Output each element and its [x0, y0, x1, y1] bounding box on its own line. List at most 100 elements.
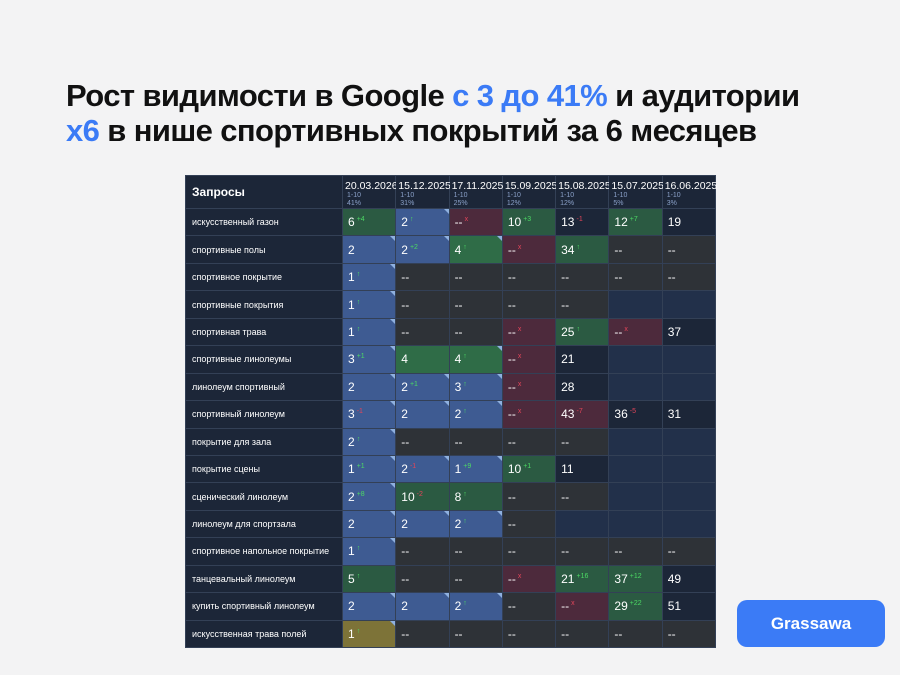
position-cell[interactable]: 34 ↑ — [555, 235, 610, 264]
position-cell[interactable]: 2 — [341, 372, 397, 402]
position-cell[interactable]: -- — [501, 482, 557, 511]
position-cell[interactable] — [661, 372, 717, 402]
position-cell[interactable]: 51 — [661, 592, 717, 621]
position-cell[interactable]: -- — [661, 262, 717, 292]
date-column-header[interactable]: 20.03.2026 1-10 41% — [341, 175, 398, 209]
date-column-header[interactable]: 15.12.2025 1-10 31% — [395, 175, 451, 209]
position-cell[interactable]: 3 ↑ — [448, 372, 503, 402]
position-cell[interactable]: 2 — [341, 509, 397, 539]
position-cell[interactable]: 2 -1 — [395, 454, 450, 484]
position-cell[interactable]: -- — [395, 262, 450, 292]
position-cell[interactable]: 31 — [661, 400, 717, 429]
position-cell[interactable]: -- — [555, 619, 610, 649]
position-cell[interactable]: 4 ↑ — [448, 235, 503, 264]
position-cell[interactable]: 3 +1 — [341, 345, 397, 374]
position-cell[interactable]: 2 ↑ — [448, 400, 503, 429]
position-cell[interactable]: 8 ↑ — [448, 482, 503, 511]
position-cell[interactable]: 1 +1 — [341, 454, 397, 484]
position-cell[interactable]: 1 ↑ — [341, 317, 397, 347]
position-cell[interactable]: -- x — [608, 317, 663, 347]
date-column-header[interactable]: 15.07.2025 1-10 5% — [608, 175, 664, 209]
position-cell[interactable]: -- — [448, 537, 503, 566]
position-cell[interactable] — [661, 509, 717, 539]
position-cell[interactable]: -- — [395, 564, 450, 594]
position-cell[interactable]: -- — [555, 482, 610, 511]
position-cell[interactable]: -- — [501, 509, 557, 539]
position-cell[interactable] — [608, 372, 663, 402]
position-cell[interactable]: 49 — [661, 564, 717, 594]
position-cell[interactable]: 25 ↑ — [555, 317, 610, 347]
position-cell[interactable]: -- — [395, 537, 450, 566]
position-cell[interactable]: -- — [448, 317, 503, 347]
position-cell[interactable]: -- — [448, 619, 503, 649]
position-cell[interactable]: -- — [555, 290, 610, 319]
position-cell[interactable]: -- — [661, 619, 717, 649]
position-cell[interactable]: 12 +7 — [608, 207, 663, 237]
date-column-header[interactable]: 15.09.2025 1-10 12% — [501, 175, 557, 209]
position-cell[interactable]: -- — [555, 537, 610, 566]
position-cell[interactable]: 1 +9 — [448, 454, 503, 484]
position-cell[interactable]: -- — [661, 235, 717, 264]
position-cell[interactable]: -- x — [501, 372, 557, 402]
date-column-header[interactable]: 16.06.2025 1-10 3% — [661, 175, 717, 209]
position-cell[interactable]: 2 +1 — [395, 372, 450, 402]
position-cell[interactable]: -- — [501, 290, 557, 319]
position-cell[interactable]: -- — [501, 619, 557, 649]
position-cell[interactable]: -- x — [501, 317, 557, 347]
position-cell[interactable]: 1 ↑ — [341, 619, 397, 649]
position-cell[interactable]: 19 — [661, 207, 717, 237]
position-cell[interactable] — [661, 454, 717, 484]
position-cell[interactable]: 1 ↑ — [341, 290, 397, 319]
position-cell[interactable]: -- x — [501, 235, 557, 264]
position-cell[interactable]: -- — [501, 592, 557, 621]
position-cell[interactable]: -- — [448, 290, 503, 319]
position-cell[interactable]: 2 ↑ — [448, 592, 503, 621]
position-cell[interactable] — [555, 509, 610, 539]
position-cell[interactable]: 1 ↑ — [341, 262, 397, 292]
position-cell[interactable]: 2 — [341, 235, 397, 264]
position-cell[interactable]: -- — [608, 537, 663, 566]
position-cell[interactable]: 4 ↑ — [448, 345, 503, 374]
position-cell[interactable]: 37 +12 — [608, 564, 663, 594]
position-cell[interactable]: 11 — [555, 454, 610, 484]
position-cell[interactable]: -- x — [501, 400, 557, 429]
position-cell[interactable]: -- — [555, 262, 610, 292]
position-cell[interactable]: -- — [608, 619, 663, 649]
position-cell[interactable]: 2 +2 — [395, 235, 450, 264]
position-cell[interactable]: -- — [501, 427, 557, 456]
position-cell[interactable]: -- — [608, 262, 663, 292]
position-cell[interactable]: 2 — [341, 592, 397, 621]
position-cell[interactable]: 2 — [395, 592, 450, 621]
position-cell[interactable]: 36 -5 — [608, 400, 663, 429]
position-cell[interactable]: 2 — [395, 509, 450, 539]
position-cell[interactable]: 10 +3 — [501, 207, 557, 237]
position-cell[interactable]: 10 -2 — [395, 482, 450, 511]
position-cell[interactable]: -- — [661, 537, 717, 566]
position-cell[interactable] — [608, 482, 663, 511]
position-cell[interactable]: -- — [448, 262, 503, 292]
position-cell[interactable] — [608, 290, 663, 319]
position-cell[interactable] — [608, 427, 663, 456]
position-cell[interactable]: -- — [555, 427, 610, 456]
position-cell[interactable]: 3 -1 — [341, 400, 397, 429]
position-cell[interactable] — [608, 454, 663, 484]
position-cell[interactable]: 13 -1 — [555, 207, 610, 237]
position-cell[interactable]: 2 ↑ — [341, 427, 397, 456]
position-cell[interactable] — [661, 290, 717, 319]
date-column-header[interactable]: 15.08.2025 1-10 12% — [555, 175, 611, 209]
position-cell[interactable]: 37 — [661, 317, 717, 347]
position-cell[interactable]: -- — [395, 619, 450, 649]
position-cell[interactable]: 5 ↑ — [341, 564, 397, 594]
position-cell[interactable]: 2 +8 — [341, 482, 397, 511]
position-cell[interactable]: 28 — [555, 372, 610, 402]
position-cell[interactable]: -- — [501, 537, 557, 566]
position-cell[interactable]: -- — [501, 262, 557, 292]
position-cell[interactable]: 1 ↑ — [341, 537, 397, 566]
position-cell[interactable]: -- x — [501, 345, 557, 374]
position-cell[interactable]: 2 ↑ — [448, 509, 503, 539]
date-column-header[interactable]: 17.11.2025 1-10 25% — [448, 175, 503, 209]
position-cell[interactable]: 10 +1 — [501, 454, 557, 484]
position-cell[interactable]: 4 — [395, 345, 450, 374]
position-cell[interactable]: -- — [395, 317, 450, 347]
position-cell[interactable] — [661, 482, 717, 511]
